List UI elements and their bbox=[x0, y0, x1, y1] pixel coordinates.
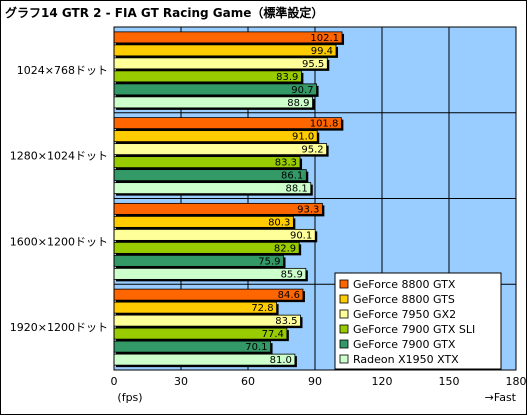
bar bbox=[113, 70, 302, 83]
x-tick-label: 90 bbox=[308, 375, 322, 388]
bar bbox=[113, 228, 316, 241]
data-label: 82.9 bbox=[274, 243, 296, 254]
data-label: 72.8 bbox=[251, 303, 273, 314]
legend-swatch bbox=[339, 279, 349, 289]
bar bbox=[113, 143, 328, 156]
legend-entry: GeForce 8800 GTS bbox=[353, 293, 455, 306]
bar bbox=[113, 182, 312, 195]
legend-entry: Radeon X1950 XTX bbox=[353, 353, 459, 366]
legend-entry: GeForce 7900 GTX bbox=[353, 338, 456, 351]
x-axis-label: (fps) bbox=[117, 391, 142, 404]
bar bbox=[113, 241, 300, 254]
bar bbox=[113, 44, 337, 57]
data-label: 85.9 bbox=[281, 269, 303, 280]
data-label: 101.8 bbox=[310, 119, 339, 130]
legend-swatch bbox=[339, 324, 349, 334]
bar bbox=[113, 215, 294, 228]
x-axis-direction-label: →Fast bbox=[485, 391, 517, 404]
data-label: 75.9 bbox=[258, 256, 280, 267]
bar bbox=[113, 353, 296, 366]
data-label: 88.1 bbox=[285, 184, 307, 195]
bar bbox=[113, 83, 317, 96]
bar bbox=[113, 117, 342, 130]
legend-swatch bbox=[339, 339, 349, 349]
x-tick-label: 0 bbox=[111, 375, 118, 388]
data-label: 81.0 bbox=[270, 355, 292, 366]
data-label: 83.3 bbox=[275, 158, 297, 169]
legend-box bbox=[334, 272, 502, 370]
x-tick-label: 150 bbox=[439, 375, 460, 388]
data-label: 88.9 bbox=[287, 98, 309, 109]
data-label: 90.1 bbox=[290, 230, 312, 241]
data-label: 93.3 bbox=[297, 204, 319, 215]
x-tick-label: 60 bbox=[241, 375, 255, 388]
legend-swatch bbox=[339, 354, 349, 364]
data-label: 80.3 bbox=[268, 217, 290, 228]
bar bbox=[113, 288, 304, 301]
bar bbox=[113, 169, 307, 182]
data-label: 99.4 bbox=[311, 46, 333, 57]
data-label: 95.2 bbox=[301, 145, 323, 156]
bar bbox=[113, 202, 323, 215]
data-label: 77.4 bbox=[262, 329, 284, 340]
bar bbox=[113, 267, 307, 280]
category-label: 1920×1200ドット bbox=[10, 321, 108, 334]
bar bbox=[113, 57, 328, 70]
data-label: 83.9 bbox=[276, 72, 298, 83]
x-tick-label: 120 bbox=[372, 375, 393, 388]
x-tick-label: 30 bbox=[174, 375, 188, 388]
bar bbox=[113, 96, 313, 109]
data-label: 90.7 bbox=[291, 85, 313, 96]
category-label: 1600×1200ドット bbox=[10, 235, 108, 248]
legend-entry: GeForce 7950 GX2 bbox=[353, 308, 456, 321]
chart-title: グラフ14 GTR 2 - FIA GT Racing Game（標準設定） bbox=[5, 6, 324, 20]
data-label: 91.0 bbox=[292, 132, 314, 143]
legend-entry: GeForce 8800 GTX bbox=[353, 278, 456, 291]
data-label: 86.1 bbox=[281, 171, 303, 182]
bar bbox=[113, 31, 343, 44]
data-label: 95.5 bbox=[302, 59, 324, 70]
legend-swatch bbox=[339, 309, 349, 319]
bar bbox=[113, 130, 318, 143]
legend-entry: GeForce 7900 GTX SLI bbox=[353, 323, 475, 336]
category-label: 1280×1024ドット bbox=[10, 150, 108, 163]
bar bbox=[113, 314, 301, 327]
x-tick-label: 180 bbox=[506, 375, 527, 388]
data-label: 83.5 bbox=[275, 316, 297, 327]
data-label: 70.1 bbox=[245, 342, 267, 353]
bar bbox=[113, 156, 301, 169]
plot-border bbox=[113, 26, 517, 371]
category-label: 1024×768ドット bbox=[17, 64, 108, 77]
data-label: 102.1 bbox=[310, 33, 339, 44]
legend-swatch bbox=[339, 294, 349, 304]
data-label: 84.6 bbox=[278, 290, 300, 301]
